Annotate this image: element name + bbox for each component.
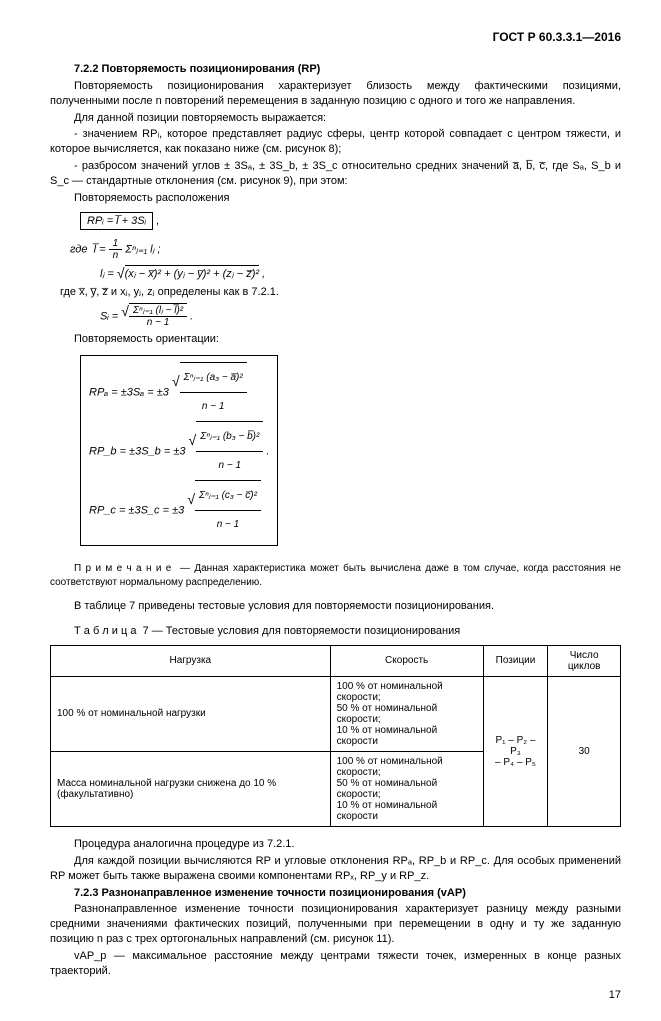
sqrt-icon: Σⁿⱼ₌₁ (lⱼ − l̅)² n − 1 — [121, 311, 187, 323]
doc-header: ГОСТ Р 60.3.3.1—2016 — [50, 30, 621, 44]
para: Для данной позиции повторяемость выражае… — [50, 111, 621, 126]
td-pos: P₁ – P₂ – P₃ – P₄ – P₅ — [483, 676, 548, 826]
eq-lj: lⱼ = (xⱼ − x̅)² + (yⱼ − y̅)² + (zⱼ − z̅)… — [100, 265, 621, 281]
sec-title: Повторяемость позиционирования (RP) — [102, 63, 321, 75]
table-caption: Т а б л и ц а 7 — Тестовые условия для п… — [50, 624, 621, 639]
bullet: - значением RPᵢ, которое представляет ра… — [50, 127, 621, 157]
den: n − 1 — [180, 393, 247, 421]
suffix: , — [262, 268, 265, 280]
den: n − 1 — [129, 317, 187, 328]
th-load: Нагрузка — [51, 645, 331, 676]
pos-line: – P₄ – P₅ — [490, 757, 542, 768]
td: 100 % от номинальной нагрузки — [51, 676, 331, 751]
label: где — [70, 243, 88, 255]
sec-title: Разнонаправленное изменение точности поз… — [102, 887, 466, 899]
num: Σⁿⱼ₌₁ (lⱼ − l̅)² — [129, 305, 187, 317]
den: n — [109, 250, 123, 261]
td: 100 % от номинальной скорости; 50 % от н… — [330, 751, 483, 826]
section-heading: 7.2.3 Разнонаправленное изменение точнос… — [50, 886, 621, 901]
para: где x̅, y̅, z̅ и xⱼ, yⱼ, zⱼ определены к… — [60, 285, 621, 300]
num: Σⁿⱼ₌₁ (a₃ − a̅)² — [180, 364, 247, 393]
eq-box-orientation: RPₐ = ±3Sₐ = ±3 Σⁿⱼ₌₁ (a₃ − a̅)²n − 1 RP… — [80, 355, 278, 546]
para: Разнонаправленное изменение точности поз… — [50, 902, 621, 947]
eq-mean-l: где l̅ = 1 n Σⁿⱼ₌₁ lⱼ ; — [70, 238, 621, 261]
pos-line: P₁ – P₂ – P₃ — [490, 735, 542, 757]
para: Для каждой позиции вычисляются RP и угло… — [50, 854, 621, 884]
eq-box: RPᵢ = l̅ + 3Sᵢ — [80, 212, 153, 230]
para: vAP_p — максимальное расстояние между це… — [50, 949, 621, 979]
sqrt-icon: (xⱼ − x̅)² + (yⱼ − y̅)² + (zⱼ − z̅)² — [117, 268, 259, 280]
lhs: Sᵢ = — [100, 311, 118, 323]
td-cycles: 30 — [548, 676, 621, 826]
page-number: 17 — [50, 989, 621, 1001]
num: 1 — [109, 238, 123, 250]
th-speed: Скорость — [330, 645, 483, 676]
lhs: lⱼ = — [100, 268, 114, 280]
formula-rp: RPᵢ = l̅ + 3Sᵢ , — [50, 208, 621, 234]
rpc-lhs: RP_c = ±3S_c = ±3 — [89, 505, 184, 517]
frac: Σⁿⱼ₌₁ (lⱼ − l̅)² n − 1 — [129, 305, 187, 328]
sqrt-icon: Σⁿⱼ₌₁ (a₃ − a̅)²n − 1 — [172, 387, 247, 399]
num: Σⁿⱼ₌₁ (b₃ − b̅)² — [196, 423, 263, 452]
td: 100 % от номинальной скорости; 50 % от н… — [330, 676, 483, 751]
radicand: (xⱼ − x̅)² + (yⱼ − y̅)² + (zⱼ − z̅)² — [125, 265, 259, 280]
note: П р и м е ч а н и е — Данная характерист… — [50, 562, 621, 589]
para: Процедура аналогична процедуре из 7.2.1. — [50, 837, 621, 852]
para: Повторяемость позиционирования характери… — [50, 79, 621, 109]
lhs: l̅ = — [94, 243, 106, 255]
section-heading: 7.2.2 Повторяемость позиционирования (RP… — [50, 62, 621, 77]
sum: Σⁿⱼ₌₁ lⱼ ; — [125, 243, 160, 255]
td: Масса номинальной нагрузки снижена до 10… — [51, 751, 331, 826]
den: n − 1 — [195, 511, 261, 539]
table-7: Нагрузка Скорость Позиции Число циклов 1… — [50, 645, 621, 827]
sec-num: 7.2.3 — [74, 887, 98, 899]
sqrt-icon: Σⁿⱼ₌₁ (b₃ − b̅)²n − 1 — [189, 446, 264, 458]
den: n − 1 — [196, 452, 263, 480]
para: Повторяемость расположения — [50, 191, 621, 206]
rpb-lhs: RP_b = ±3S_b = ±3 — [89, 446, 185, 458]
para: Повторяемость ориентации: — [50, 332, 621, 347]
sec-num: 7.2.2 — [74, 63, 98, 75]
para: В таблице 7 приведены тестовые условия д… — [50, 599, 621, 614]
th-cycles: Число циклов — [548, 645, 621, 676]
th-pos: Позиции — [483, 645, 548, 676]
num: Σⁿⱼ₌₁ (c₃ − c̅)² — [195, 482, 261, 511]
frac: 1 n — [109, 238, 123, 261]
bullet: - разбросом значений углов ± 3Sₐ, ± 3S_b… — [50, 159, 621, 189]
eq-si: Sᵢ = Σⁿⱼ₌₁ (lⱼ − l̅)² n − 1 . — [100, 303, 621, 328]
sqrt-icon: Σⁿⱼ₌₁ (c₃ − c̅)²n − 1 — [187, 505, 261, 517]
rpa-lhs: RPₐ = ±3Sₐ = ±3 — [89, 387, 169, 399]
